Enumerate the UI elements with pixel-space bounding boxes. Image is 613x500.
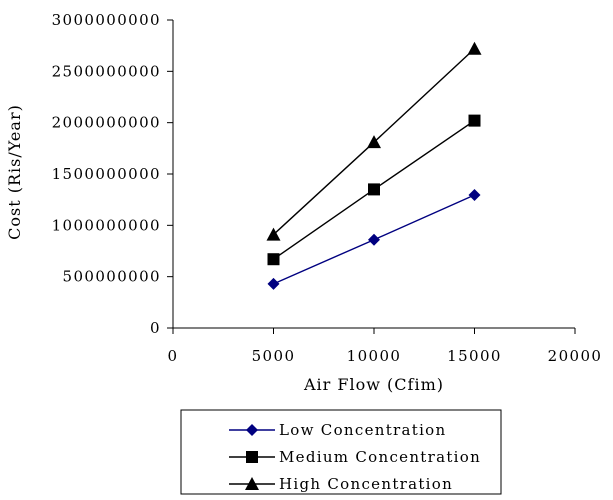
series-low-concentration: [267, 189, 481, 290]
x-tick-label: 15000: [447, 347, 502, 365]
series-group: [266, 41, 482, 290]
x-tick-label: 0: [168, 347, 179, 365]
y-tick-label: 3000000000: [52, 11, 161, 29]
y-tick-label: 0: [150, 319, 161, 337]
legend-box: [180, 409, 502, 495]
x-tick-label: 10000: [347, 347, 402, 365]
y-axis-title: Cost (Ris/Year): [5, 104, 24, 240]
y-tick-label: 1500000000: [52, 165, 161, 183]
data-point: [368, 183, 380, 196]
series-medium-concentration: [267, 114, 481, 266]
legend: Low Concentration Medium Concentration Hig…: [180, 409, 502, 495]
data-point: [267, 277, 280, 290]
data-point: [467, 41, 482, 55]
y-tick-label: 2500000000: [52, 62, 161, 80]
data-point: [367, 135, 381, 149]
x-axis-ticks: 0 5000 10000 15000 20000: [168, 328, 603, 365]
data-point: [266, 227, 281, 241]
legend-label: Medium Concentration: [279, 448, 481, 466]
x-tick-label: 20000: [548, 347, 603, 365]
legend-label: High Concentration: [279, 475, 453, 493]
data-point: [468, 114, 481, 127]
x-tick-label: 5000: [252, 347, 296, 365]
data-point: [468, 189, 481, 202]
y-tick-label: 500000000: [63, 268, 162, 286]
series-high-concentration: [266, 41, 482, 241]
data-point: [267, 253, 280, 266]
y-axis-ticks: 0 500000000 1000000000 1500000000 2000000000…: [52, 11, 173, 337]
y-tick-label: 1000000000: [52, 216, 161, 234]
y-tick-label: 2000000000: [52, 114, 161, 132]
legend-marker: [245, 477, 259, 490]
legend-marker: [246, 424, 258, 436]
plot-area: [172, 20, 575, 329]
legend-marker: [246, 451, 258, 463]
x-axis-title: Air Flow (Cfim): [303, 375, 444, 394]
legend-label: Low Concentration: [279, 421, 446, 439]
data-point: [368, 233, 380, 246]
